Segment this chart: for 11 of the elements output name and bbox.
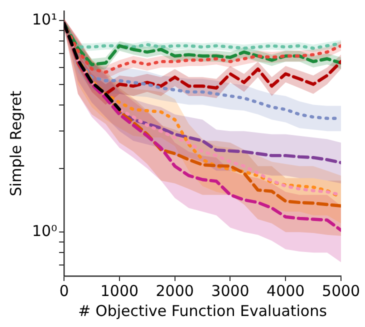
x-tick-label: 2000 — [156, 282, 194, 300]
x-tick-label: 0 — [59, 282, 69, 300]
y-tick-label: 10⁰ — [32, 222, 58, 240]
x-axis-title: # Objective Function Evaluations — [78, 302, 328, 320]
x-tick-label: 1000 — [100, 282, 139, 300]
x-tick-label: 5000 — [322, 282, 360, 300]
line-series — [64, 22, 122, 112]
x-tick-label: 4000 — [266, 282, 305, 300]
y-tick-label: 10¹ — [32, 10, 58, 28]
x-tick-label: 3000 — [211, 282, 250, 300]
y-axis-title: Simple Regret — [6, 90, 25, 196]
